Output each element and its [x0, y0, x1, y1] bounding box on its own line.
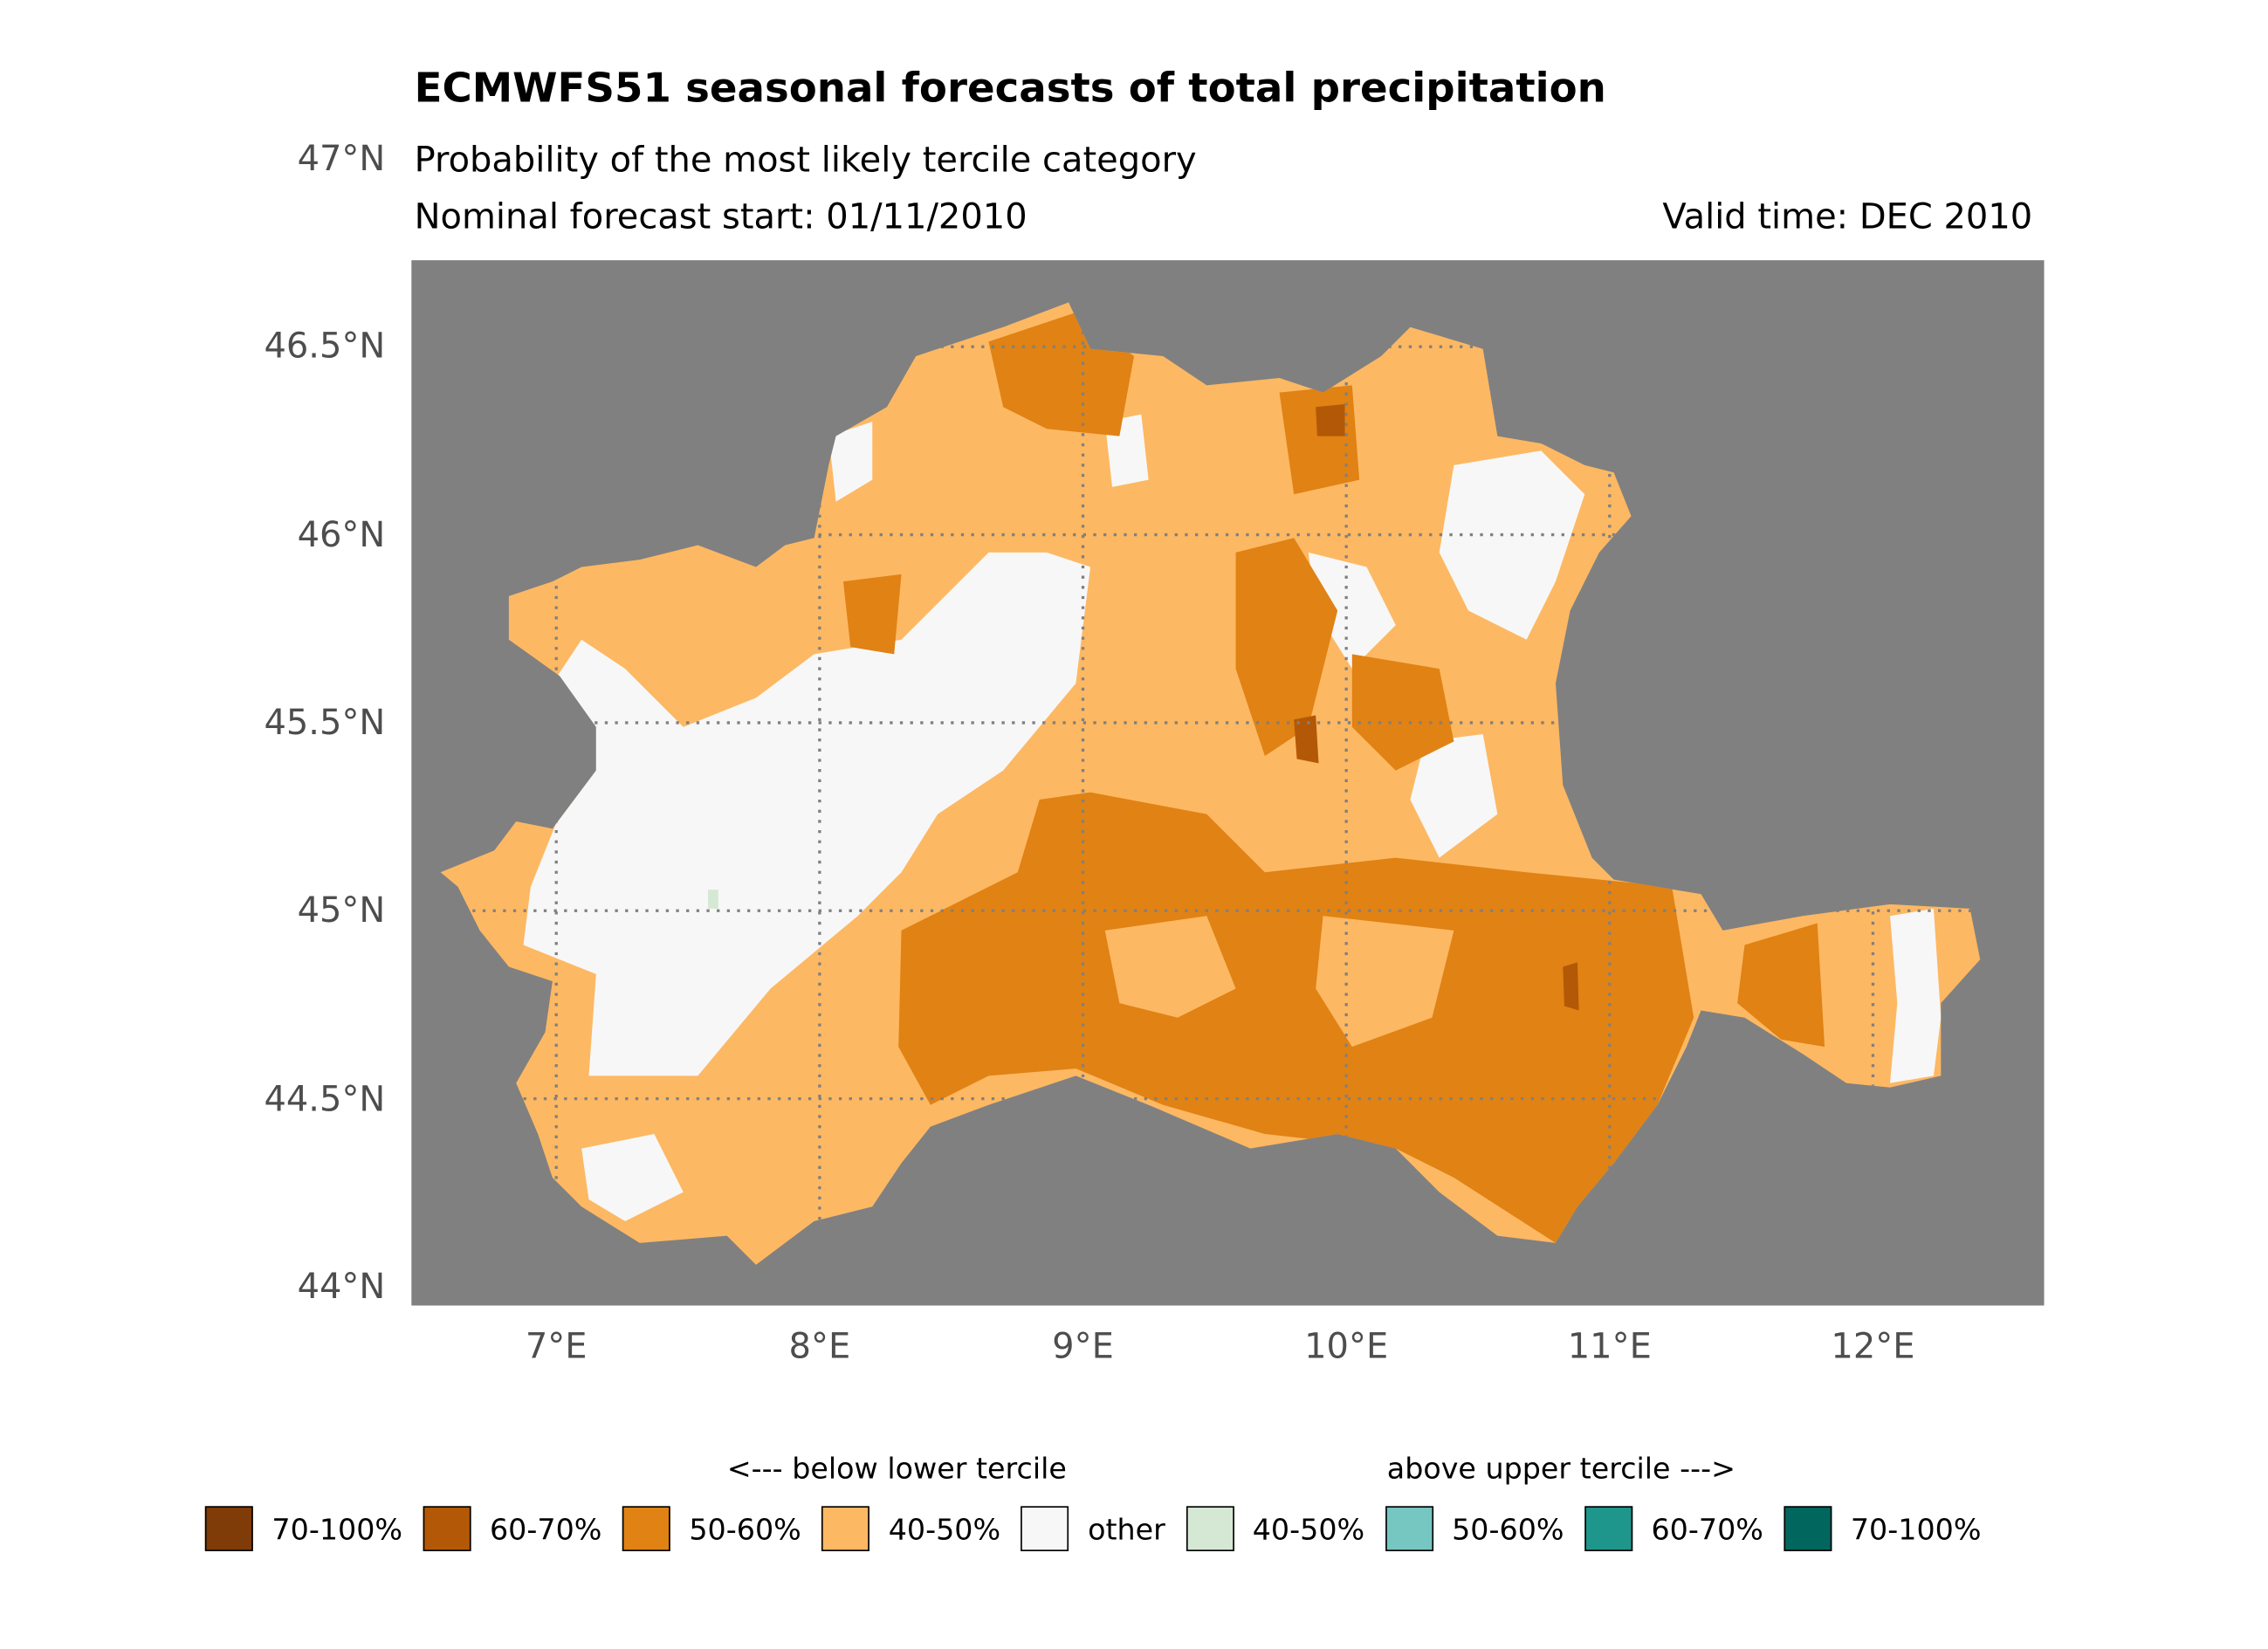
region-50-60-below [1351, 654, 1454, 771]
y-tick-label: 47°N [297, 138, 386, 180]
legend-label: 60-70% [489, 1511, 602, 1547]
legend-swatch [1186, 1506, 1234, 1551]
x-tick-label: 8°E [788, 1325, 851, 1367]
y-tick-label: 44.5°N [264, 1078, 386, 1119]
x-tick-label: 9°E [1052, 1325, 1114, 1367]
region-50-60-below [1737, 923, 1825, 1048]
legend-swatch [1584, 1506, 1632, 1551]
region-40-50-below [1316, 916, 1454, 1048]
region-40-50-above [708, 890, 718, 909]
legend-label: 50-60% [1452, 1511, 1564, 1547]
region-other [1308, 552, 1396, 670]
chart-subtitle: Probability of the most likely tercile c… [414, 139, 1197, 181]
region-50-60-below [898, 792, 1694, 1243]
legend-label: 50-60% [689, 1511, 801, 1547]
legend-item: 70-100% [1783, 1506, 1981, 1551]
x-tick-label: 10°E [1304, 1325, 1389, 1367]
x-tick-label: 7°E [525, 1325, 588, 1367]
legend: 70-100% 60-70% 50-60% 40-50% other 40-50% 50-6… [204, 1506, 2002, 1551]
region-60-70-below [1316, 403, 1345, 436]
region-other [1410, 734, 1498, 858]
region-40-50-below [1104, 916, 1236, 1018]
region-other [523, 552, 1091, 1076]
region-50-60-below [842, 574, 902, 655]
y-tick-label: 44°N [297, 1266, 386, 1308]
x-tick-label: 11°E [1567, 1325, 1652, 1367]
region-other [1890, 908, 1942, 1083]
legend-swatch [622, 1506, 670, 1551]
region-50-60-below [1235, 538, 1338, 757]
legend-item: 70-100% [204, 1506, 403, 1551]
legend-item: 60-70% [1584, 1506, 1763, 1551]
legend-label: 40-50% [1252, 1511, 1365, 1547]
legend-label: 70-100% [271, 1511, 403, 1547]
region-other [828, 421, 873, 502]
legend-swatch [204, 1506, 253, 1551]
map-fields [440, 302, 1981, 1265]
legend-item: other [1021, 1506, 1165, 1551]
legend-swatch [1783, 1506, 1832, 1551]
x-tick-label: 12°E [1831, 1325, 1915, 1367]
legend-swatch [821, 1506, 870, 1551]
y-tick-label: 45°N [297, 890, 386, 931]
forecast-start: Nominal forecast start: 01/11/2010 [414, 196, 1027, 237]
legend-above-label: above upper tercile ---> [1386, 1451, 1736, 1487]
legend-item: 50-60% [622, 1506, 801, 1551]
region-other [581, 1134, 684, 1221]
region-other [1439, 450, 1585, 640]
chart-title: ECMWFS51 seasonal forecasts of total pre… [414, 64, 1606, 113]
legend-swatch [1021, 1506, 1069, 1551]
region-60-70-below [1294, 715, 1319, 764]
legend-item: 40-50% [821, 1506, 1000, 1551]
legend-below-label: <--- below lower tercile [726, 1451, 1067, 1487]
legend-label: other [1088, 1511, 1165, 1547]
legend-item: 60-70% [423, 1506, 601, 1551]
legend-label: 70-100% [1850, 1511, 1982, 1547]
legend-item: 40-50% [1186, 1506, 1364, 1551]
legend-swatch [1385, 1506, 1433, 1551]
legend-label: 40-50% [888, 1511, 1001, 1547]
y-tick-label: 45.5°N [264, 702, 386, 744]
legend-label: 60-70% [1651, 1511, 1763, 1547]
y-tick-label: 46°N [297, 514, 386, 555]
legend-swatch [423, 1506, 471, 1551]
y-tick-label: 46.5°N [264, 326, 386, 368]
region-60-70-below [1563, 962, 1579, 1011]
valid-time: Valid time: DEC 2010 [1662, 196, 2033, 237]
legend-item: 50-60% [1385, 1506, 1564, 1551]
